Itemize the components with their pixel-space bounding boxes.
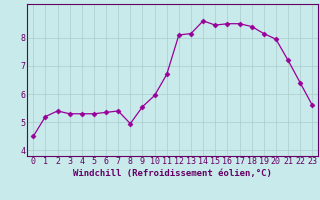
X-axis label: Windchill (Refroidissement éolien,°C): Windchill (Refroidissement éolien,°C) (73, 169, 272, 178)
